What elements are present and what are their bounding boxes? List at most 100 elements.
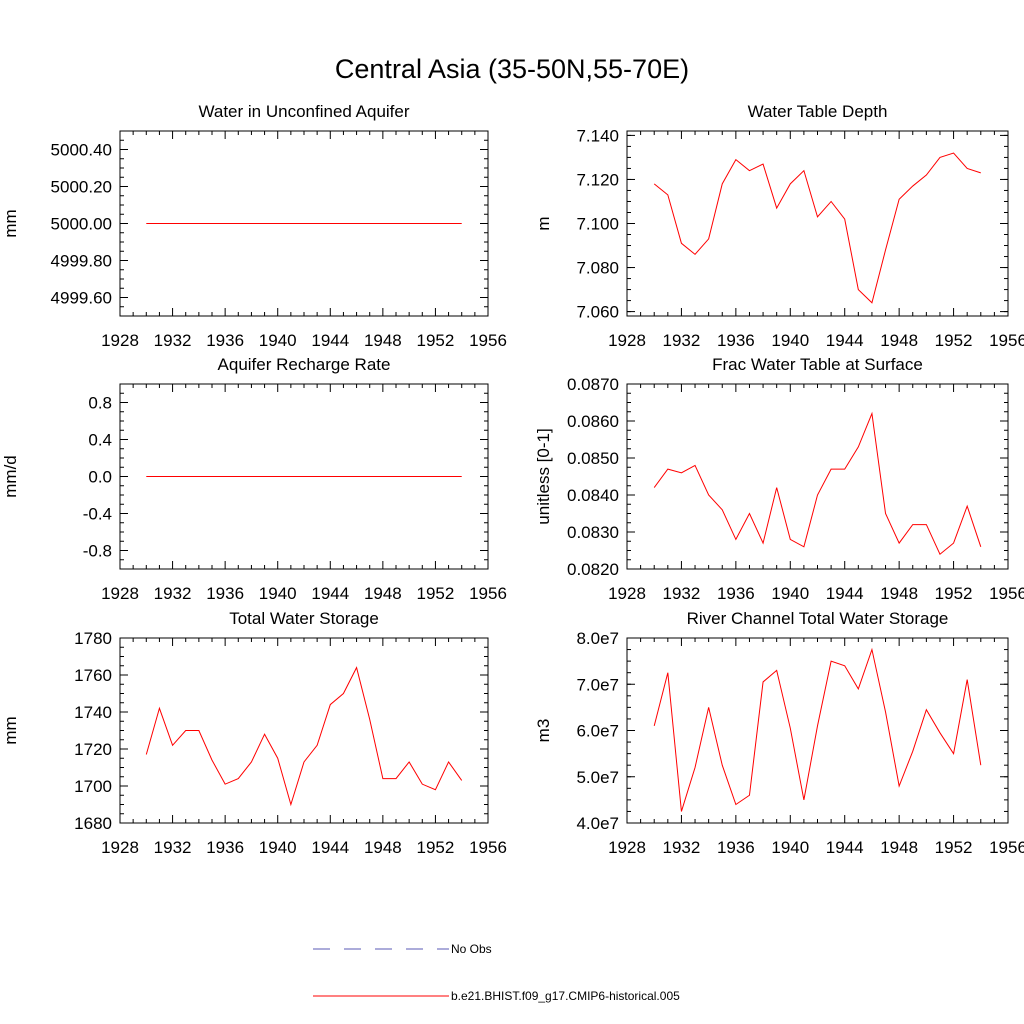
x-tick-label: 1936 (206, 584, 244, 603)
x-tick-label: 1956 (469, 838, 507, 857)
y-axis-label: unitless [0-1] (534, 428, 553, 524)
x-tick-label: 1948 (880, 584, 918, 603)
series-line (653, 152, 981, 304)
y-tick-label: 0.0870 (567, 375, 619, 394)
y-tick-label: 8.0e7 (576, 629, 619, 648)
y-tick-label: 4999.80 (51, 252, 112, 271)
x-tick-label: 1928 (608, 584, 646, 603)
x-tick-label: 1932 (154, 331, 192, 350)
x-tick-label: 1932 (663, 584, 701, 603)
panel-2: Aquifer Recharge Rate mm/d 1928 1932 1936 194… (1, 355, 507, 603)
x-tick-label: 1928 (608, 838, 646, 857)
x-tick-label: 1932 (154, 584, 192, 603)
x-tick-label: 1956 (989, 584, 1024, 603)
x-tick-label: 1952 (417, 584, 455, 603)
y-tick-label: 5000.00 (51, 215, 112, 234)
y-tick-label: -0.4 (83, 505, 112, 524)
legend: No Obs b.e21.BHIST.f09_g17.CMIP6-histori… (313, 942, 680, 1003)
series-line (653, 411, 982, 555)
y-tick-label: 0.0840 (567, 486, 619, 505)
x-tick-label: 1940 (259, 838, 297, 857)
y-tick-label: 7.0e7 (576, 675, 619, 694)
y-tick-label: 4999.60 (51, 289, 112, 308)
x-tick-label: 1944 (311, 584, 349, 603)
x-tick-label: 1928 (608, 331, 646, 350)
plot-frame (626, 130, 1009, 317)
x-tick-label: 1956 (469, 331, 507, 350)
y-tick-label: 0.0 (88, 468, 112, 487)
y-tick-label: 0.8 (88, 394, 112, 413)
x-tick-label: 1948 (880, 331, 918, 350)
y-tick-label: 4.0e7 (576, 814, 619, 833)
y-tick-label: 1720 (74, 740, 112, 759)
legend-model-label: b.e21.BHIST.f09_g17.CMIP6-historical.005 (451, 989, 680, 1003)
y-tick-label: 7.140 (576, 126, 619, 145)
plot-frame (626, 637, 1009, 824)
x-tick-label: 1928 (101, 331, 139, 350)
y-tick-label: 0.0850 (567, 449, 619, 468)
x-tick-label: 1944 (311, 838, 349, 857)
x-tick-label: 1948 (364, 331, 402, 350)
x-tick-label: 1944 (826, 584, 864, 603)
x-tick-label: 1944 (826, 331, 864, 350)
x-tick-label: 1944 (311, 331, 349, 350)
panel-1: Water Table Depth m 1928 1932 1936 1940 1944 19… (534, 102, 1024, 350)
legend-obs-label: No Obs (451, 942, 492, 956)
x-tick-label: 1948 (364, 838, 402, 857)
x-tick-label: 1948 (880, 838, 918, 857)
y-tick-label: 0.0860 (567, 412, 619, 431)
x-tick-label: 1952 (935, 838, 973, 857)
y-axis-label: mm (1, 716, 20, 744)
panel-title: Water Table Depth (748, 102, 888, 121)
y-tick-label: 1740 (74, 703, 112, 722)
x-tick-label: 1940 (259, 584, 297, 603)
panel-title: Total Water Storage (229, 609, 379, 628)
y-axis-label: mm/d (1, 455, 20, 498)
y-tick-label: 7.100 (576, 215, 619, 234)
x-tick-label: 1940 (259, 331, 297, 350)
panel-3: Frac Water Table at Surface unitless [0-1… (534, 355, 1024, 603)
plot-frame (626, 383, 1009, 570)
x-tick-label: 1948 (364, 584, 402, 603)
panel-title: Frac Water Table at Surface (712, 355, 923, 374)
y-axis-label: mm (1, 209, 20, 237)
x-tick-label: 1952 (935, 584, 973, 603)
y-axis-label: m (534, 216, 553, 230)
x-tick-label: 1932 (154, 838, 192, 857)
panel-5: River Channel Total Water Storage m3 1928 1… (534, 609, 1024, 857)
y-tick-label: 5.0e7 (576, 768, 619, 787)
panel-0: Water in Unconfined Aquifer mm 1928 1932 193… (1, 102, 507, 350)
y-axis-label: m3 (534, 719, 553, 743)
x-tick-label: 1940 (771, 584, 809, 603)
x-tick-label: 1944 (826, 838, 864, 857)
x-tick-label: 1936 (206, 331, 244, 350)
plot-frame (119, 637, 489, 824)
x-tick-label: 1928 (101, 584, 139, 603)
x-tick-label: 1952 (417, 838, 455, 857)
x-tick-label: 1952 (935, 331, 973, 350)
x-tick-label: 1932 (663, 331, 701, 350)
panel-title: Water in Unconfined Aquifer (198, 102, 409, 121)
series-line (653, 647, 982, 812)
panel-4: Total Water Storage mm 1928 1932 1936 1940 194… (1, 609, 507, 857)
x-tick-label: 1940 (771, 838, 809, 857)
x-tick-label: 1952 (417, 331, 455, 350)
y-tick-label: 0.0830 (567, 523, 619, 542)
y-tick-label: 1700 (74, 777, 112, 796)
x-tick-label: 1928 (101, 838, 139, 857)
x-tick-label: 1936 (717, 331, 755, 350)
x-tick-label: 1956 (989, 331, 1024, 350)
panels: Water in Unconfined Aquifer mm 1928 1932 193… (1, 102, 1024, 857)
x-tick-label: 1936 (717, 838, 755, 857)
y-tick-label: 7.080 (576, 259, 619, 278)
y-tick-label: -0.8 (83, 542, 112, 561)
y-tick-label: 7.120 (576, 170, 619, 189)
y-tick-label: 1760 (74, 666, 112, 685)
y-tick-label: 1780 (74, 629, 112, 648)
y-tick-label: 6.0e7 (576, 722, 619, 741)
panel-title: Aquifer Recharge Rate (218, 355, 391, 374)
y-tick-label: 0.0820 (567, 560, 619, 579)
x-tick-label: 1956 (469, 584, 507, 603)
y-tick-label: 5000.20 (51, 178, 112, 197)
